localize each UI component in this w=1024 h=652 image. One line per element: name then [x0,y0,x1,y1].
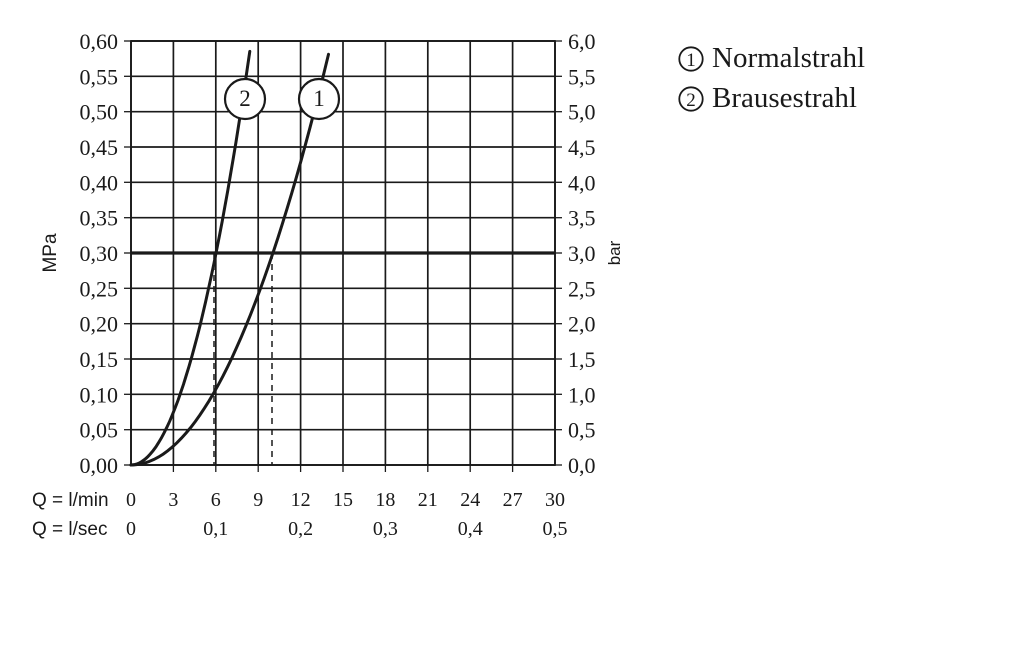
svg-text:0,5: 0,5 [543,518,568,540]
svg-text:0,55: 0,55 [80,64,119,89]
svg-text:0,4: 0,4 [458,518,483,540]
svg-text:0: 0 [126,489,136,511]
svg-text:0,10: 0,10 [80,382,119,407]
svg-text:0,20: 0,20 [80,312,119,337]
svg-text:1: 1 [686,50,696,71]
svg-text:2,0: 2,0 [568,312,596,337]
svg-text:0,40: 0,40 [80,170,119,195]
svg-text:0,0: 0,0 [568,453,596,478]
svg-text:1,5: 1,5 [568,347,596,372]
svg-text:0,2: 0,2 [288,518,313,540]
svg-text:6,0: 6,0 [568,29,596,54]
svg-text:3: 3 [168,489,178,511]
svg-text:4,0: 4,0 [568,170,596,195]
svg-text:0,00: 0,00 [80,453,119,478]
svg-text:3,5: 3,5 [568,206,596,231]
svg-text:15: 15 [333,489,353,511]
svg-text:30: 30 [545,489,565,511]
svg-text:1: 1 [313,86,325,111]
svg-text:2,5: 2,5 [568,276,596,301]
svg-text:Brausestrahl: Brausestrahl [712,82,857,114]
svg-text:0,25: 0,25 [80,276,119,301]
svg-text:3,0: 3,0 [568,241,596,266]
svg-text:0,05: 0,05 [80,418,119,443]
svg-text:Q = l/min: Q = l/min [32,490,109,511]
svg-text:0,50: 0,50 [80,100,119,125]
svg-text:bar: bar [605,240,624,265]
svg-text:27: 27 [503,489,523,511]
svg-text:0: 0 [126,518,136,540]
svg-text:0,35: 0,35 [80,206,119,231]
svg-text:12: 12 [291,489,311,511]
svg-text:0,60: 0,60 [80,29,119,54]
svg-text:2: 2 [686,90,696,111]
svg-text:24: 24 [460,489,480,511]
svg-text:MPa: MPa [40,233,61,273]
svg-text:2: 2 [239,86,251,111]
svg-text:21: 21 [418,489,438,511]
svg-text:5,5: 5,5 [568,64,596,89]
svg-text:6: 6 [211,489,221,511]
svg-text:0,45: 0,45 [80,135,119,160]
svg-text:4,5: 4,5 [568,135,596,160]
svg-text:18: 18 [375,489,395,511]
svg-text:0,5: 0,5 [568,418,596,443]
svg-text:0,30: 0,30 [80,241,119,266]
svg-text:9: 9 [253,489,263,511]
svg-text:5,0: 5,0 [568,100,596,125]
svg-text:1,0: 1,0 [568,382,596,407]
svg-text:0,15: 0,15 [80,347,119,372]
svg-text:Normalstrahl: Normalstrahl [712,42,865,74]
svg-text:Q = l/sec: Q = l/sec [32,519,108,540]
svg-text:0,1: 0,1 [203,518,228,540]
svg-text:0,3: 0,3 [373,518,398,540]
